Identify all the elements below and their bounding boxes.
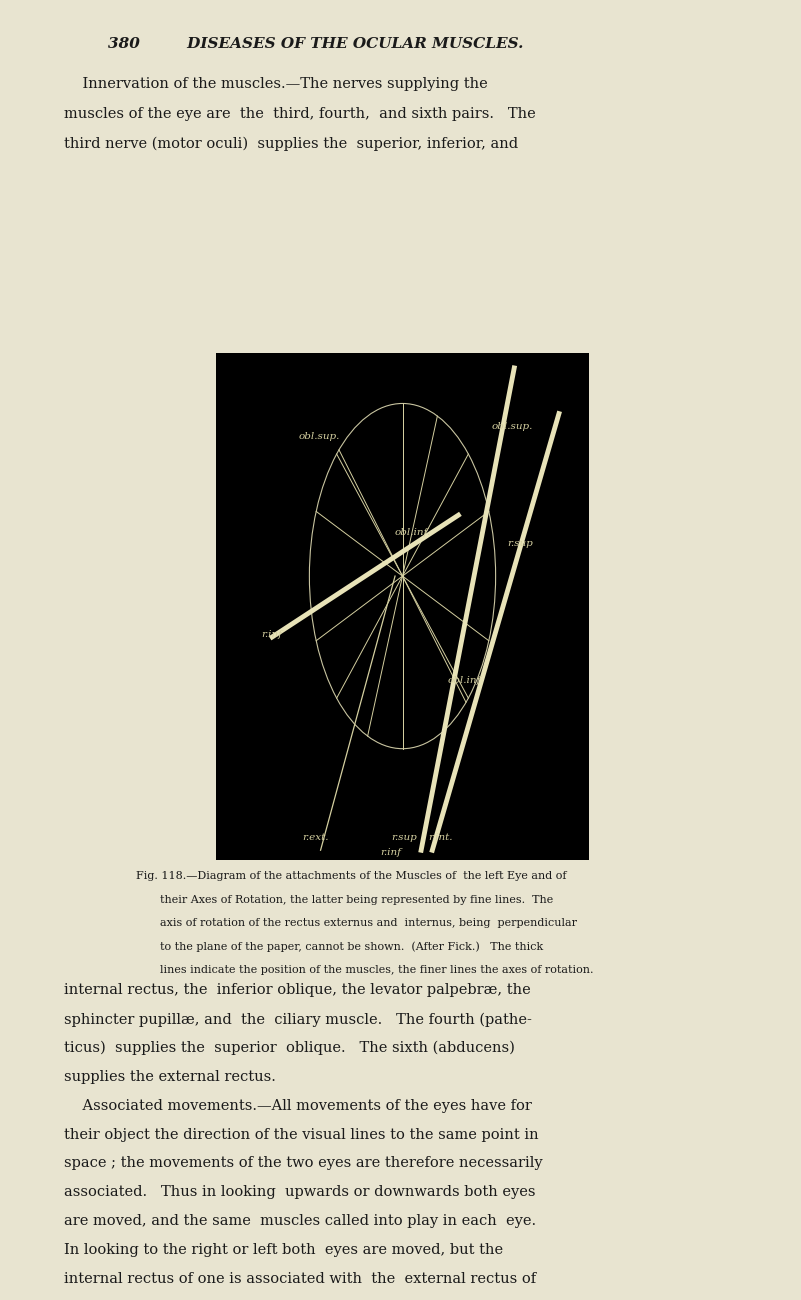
Text: obl.inf.: obl.inf. bbox=[395, 529, 431, 537]
Text: Fig. 118.—Diagram of the attachments of the Muscles of  the left Eye and of: Fig. 118.—Diagram of the attachments of … bbox=[136, 871, 566, 881]
Text: internal rectus, the  inferior oblique, the levator palpebræ, the: internal rectus, the inferior oblique, t… bbox=[64, 983, 531, 997]
Text: internal rectus of one is associated with  the  external rectus of: internal rectus of one is associated wit… bbox=[64, 1271, 536, 1286]
Text: sphincter pupillæ, and  the  ciliary muscle.   The fourth (pathe-: sphincter pupillæ, and the ciliary muscl… bbox=[64, 1013, 532, 1027]
Text: r.inf: r.inf bbox=[380, 849, 401, 857]
Text: obl.sup.: obl.sup. bbox=[492, 421, 533, 430]
Text: supplies the external rectus.: supplies the external rectus. bbox=[64, 1070, 276, 1084]
Text: ticus)  supplies the  superior  oblique.   The sixth (abducens): ticus) supplies the superior oblique. Th… bbox=[64, 1041, 515, 1056]
Text: r.sup: r.sup bbox=[507, 538, 533, 547]
Text: 380         DISEASES OF THE OCULAR MUSCLES.: 380 DISEASES OF THE OCULAR MUSCLES. bbox=[108, 38, 524, 52]
Text: r.int.: r.int. bbox=[429, 833, 453, 842]
Text: Associated movements.—All movements of the eyes have for: Associated movements.—All movements of t… bbox=[64, 1098, 532, 1113]
Text: muscles of the eye are  the  third, fourth,  and sixth pairs.   The: muscles of the eye are the third, fourth… bbox=[64, 107, 536, 121]
Bar bbox=[216, 352, 589, 861]
Text: obl.inf: obl.inf bbox=[447, 676, 481, 685]
Text: lines indicate the position of the muscles, the finer lines the axes of rotation: lines indicate the position of the muscl… bbox=[160, 965, 594, 975]
Text: r.inf: r.inf bbox=[261, 630, 282, 640]
Text: r.sup: r.sup bbox=[392, 833, 417, 842]
Text: r.ext.: r.ext. bbox=[302, 833, 328, 842]
Text: associated.   Thus in looking  upwards or downwards both eyes: associated. Thus in looking upwards or d… bbox=[64, 1186, 536, 1200]
Text: to the plane of the paper, cannot be shown.  (After Fick.)   The thick: to the plane of the paper, cannot be sho… bbox=[160, 941, 543, 952]
Text: are moved, and the same  muscles called into play in each  eye.: are moved, and the same muscles called i… bbox=[64, 1214, 536, 1228]
Text: third nerve (motor oculi)  supplies the  superior, inferior, and: third nerve (motor oculi) supplies the s… bbox=[64, 136, 518, 151]
Text: obl.sup.: obl.sup. bbox=[298, 432, 340, 441]
Text: their Axes of Rotation, the latter being represented by fine lines.  The: their Axes of Rotation, the latter being… bbox=[160, 894, 553, 905]
Text: axis of rotation of the rectus externus and  internus, being  perpendicular: axis of rotation of the rectus externus … bbox=[160, 918, 578, 928]
Text: their object the direction of the visual lines to the same point in: their object the direction of the visual… bbox=[64, 1127, 539, 1141]
Text: space ; the movements of the two eyes are therefore necessarily: space ; the movements of the two eyes ar… bbox=[64, 1157, 543, 1170]
Text: In looking to the right or left both  eyes are moved, but the: In looking to the right or left both eye… bbox=[64, 1243, 503, 1257]
Text: Innervation of the muscles.—The nerves supplying the: Innervation of the muscles.—The nerves s… bbox=[64, 77, 488, 91]
